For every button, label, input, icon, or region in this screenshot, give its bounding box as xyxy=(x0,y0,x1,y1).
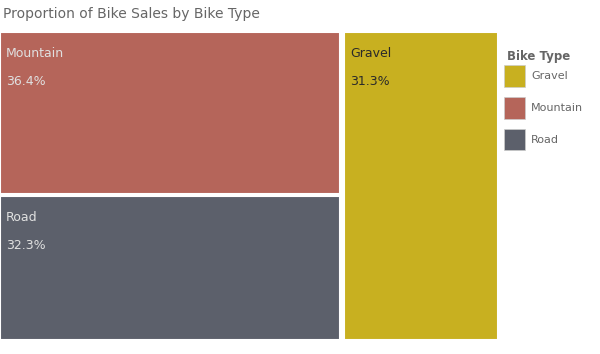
Bar xyxy=(344,32,498,340)
Text: Proportion of Bike Sales by Bike Type: Proportion of Bike Sales by Bike Type xyxy=(3,7,260,21)
Text: Road: Road xyxy=(6,211,38,224)
Text: Road: Road xyxy=(531,135,559,145)
Text: Gravel: Gravel xyxy=(350,47,391,60)
Text: Gravel: Gravel xyxy=(531,71,568,81)
Text: Bike Type: Bike Type xyxy=(507,50,570,63)
Text: 32.3%: 32.3% xyxy=(6,239,46,252)
Text: 31.3%: 31.3% xyxy=(350,75,390,88)
Text: Mountain: Mountain xyxy=(6,47,64,60)
Bar xyxy=(0,32,340,194)
Text: Mountain: Mountain xyxy=(531,103,583,113)
Bar xyxy=(0,196,340,340)
Text: 36.4%: 36.4% xyxy=(6,75,46,88)
